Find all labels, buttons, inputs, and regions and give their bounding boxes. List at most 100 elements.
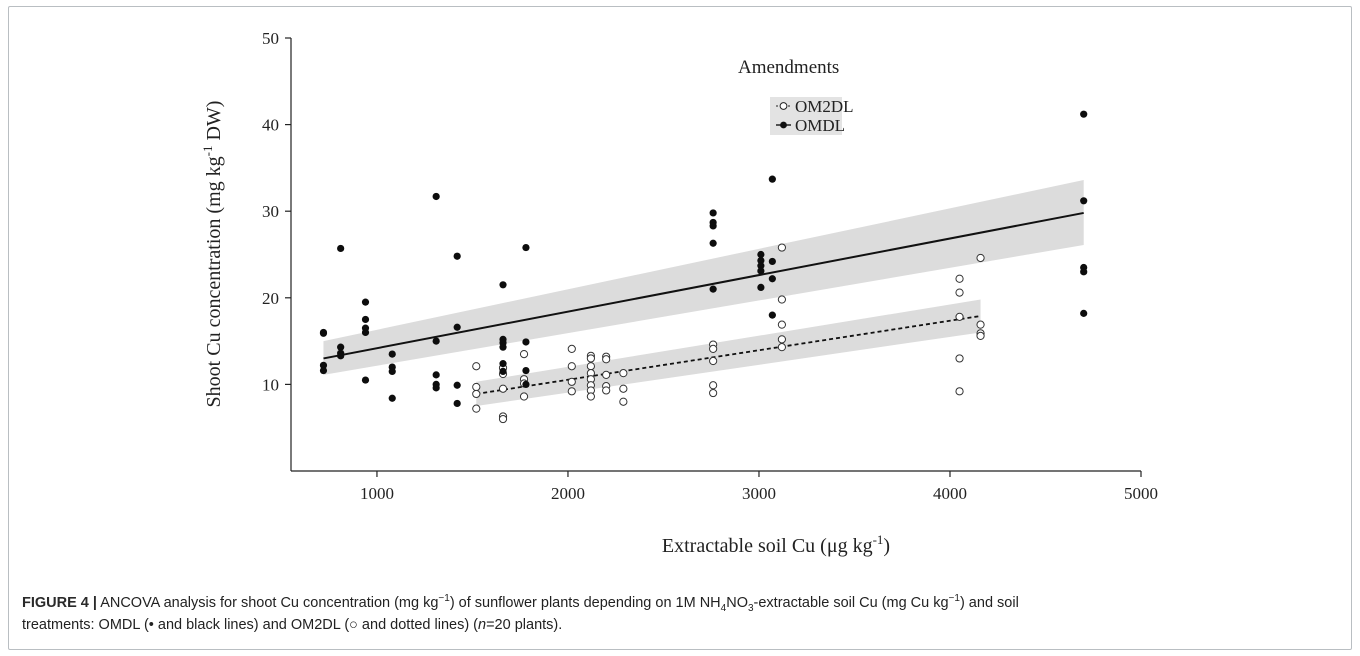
- svg-text:OMDL: OMDL: [795, 116, 845, 135]
- point-omdl: [499, 343, 507, 351]
- point-omdl: [361, 298, 370, 306]
- confidence-band-omdl: [323, 180, 1084, 375]
- point-omdl: [768, 175, 776, 183]
- legend: Amendments OM2DL OMDL: [738, 57, 854, 135]
- point-omdl: [709, 209, 717, 217]
- fit-line-omdl: [323, 211, 1084, 360]
- point-omdl: [709, 285, 717, 293]
- axes: [290, 38, 1141, 472]
- y-axis-label: Shoot Cu concentration (mg kg-1 DW): [200, 101, 225, 408]
- ticks: 1000 2000 3000 4000 5000 10 20 30 40 50: [262, 29, 1158, 503]
- point-om2dl: [602, 355, 611, 364]
- point-om2dl: [602, 386, 611, 395]
- confidence-bands: [323, 180, 1084, 407]
- point-om2dl: [519, 392, 529, 401]
- point-omdl: [337, 244, 345, 253]
- point-om2dl: [777, 343, 786, 352]
- y-tick-label: 30: [262, 202, 279, 221]
- point-omdl: [319, 329, 328, 337]
- point-omdl: [453, 252, 461, 260]
- point-om2dl: [955, 288, 964, 297]
- point-om2dl: [602, 370, 611, 379]
- point-om2dl: [567, 387, 576, 396]
- point-omdl: [709, 239, 717, 247]
- point-omdl: [319, 366, 328, 375]
- x-tick-label: 2000: [551, 484, 585, 503]
- point-omdl: [757, 267, 765, 275]
- point-omdl: [432, 371, 440, 379]
- legend-filled-circle-icon: [780, 121, 787, 129]
- point-omdl: [388, 394, 396, 402]
- point-om2dl: [567, 362, 576, 371]
- point-om2dl: [777, 320, 786, 329]
- point-om2dl: [619, 384, 628, 393]
- point-omdl: [432, 337, 440, 345]
- point-om2dl: [472, 382, 481, 392]
- point-om2dl: [955, 387, 964, 396]
- legend-title: Amendments: [738, 57, 839, 78]
- point-om2dl: [777, 243, 786, 252]
- point-omdl: [1080, 110, 1088, 118]
- point-om2dl: [567, 344, 576, 353]
- point-om2dl: [709, 388, 718, 398]
- point-om2dl: [709, 344, 718, 353]
- point-omdl: [361, 328, 370, 337]
- point-om2dl: [777, 295, 786, 304]
- point-om2dl: [498, 384, 508, 393]
- point-omdl: [709, 222, 717, 230]
- point-om2dl: [777, 335, 786, 344]
- point-omdl: [453, 399, 461, 408]
- point-om2dl: [586, 362, 595, 371]
- point-om2dl: [709, 381, 718, 390]
- point-omdl: [319, 361, 328, 369]
- point-om2dl: [498, 414, 508, 424]
- y-tick-label: 40: [262, 116, 279, 135]
- point-omdl: [757, 250, 765, 259]
- x-tick-label: 1000: [360, 484, 394, 503]
- point-om2dl: [976, 331, 985, 341]
- point-omdl: [522, 243, 530, 252]
- point-om2dl: [567, 377, 576, 386]
- figure-frame: [8, 6, 1352, 650]
- point-omdl: [1080, 309, 1088, 317]
- scatter-chart: 1000 2000 3000 4000 5000 10 20 30 40 50 Shoot Cu …: [200, 29, 1158, 557]
- point-om2dl: [976, 253, 985, 263]
- point-omdl: [522, 338, 530, 346]
- point-omdl: [522, 366, 530, 375]
- point-omdl: [757, 256, 765, 265]
- point-om2dl: [472, 362, 481, 371]
- point-omdl: [1080, 268, 1088, 276]
- legend-item-omdl: OMDL: [776, 116, 845, 135]
- point-om2dl: [619, 369, 628, 378]
- point-omdl: [768, 311, 776, 319]
- point-omdl: [757, 262, 765, 270]
- y-tick-label: 20: [262, 289, 279, 308]
- point-om2dl: [619, 397, 628, 406]
- point-omdl: [388, 350, 396, 358]
- point-omdl: [337, 343, 345, 351]
- legend-open-circle-icon: [779, 102, 788, 110]
- data-points: [319, 110, 1088, 424]
- point-om2dl: [955, 312, 964, 321]
- point-om2dl: [519, 349, 529, 359]
- point-omdl: [768, 257, 776, 266]
- point-omdl: [522, 380, 530, 388]
- point-om2dl: [586, 354, 595, 363]
- x-tick-label: 3000: [742, 484, 776, 503]
- x-tick-label: 4000: [933, 484, 967, 503]
- point-omdl: [361, 315, 370, 324]
- point-om2dl: [955, 274, 964, 283]
- figure-caption: FIGURE 4 | ANCOVA analysis for shoot Cu …: [22, 593, 1019, 633]
- point-om2dl: [976, 320, 985, 329]
- point-om2dl: [709, 356, 718, 366]
- y-tick-label: 50: [262, 29, 279, 48]
- point-om2dl: [955, 354, 964, 363]
- point-om2dl: [472, 389, 481, 399]
- point-omdl: [1080, 197, 1088, 205]
- point-omdl: [453, 323, 461, 331]
- point-omdl: [499, 281, 507, 289]
- point-omdl: [388, 367, 396, 376]
- point-omdl: [757, 283, 765, 292]
- point-omdl: [768, 275, 776, 283]
- confidence-band-om2dl: [476, 299, 981, 407]
